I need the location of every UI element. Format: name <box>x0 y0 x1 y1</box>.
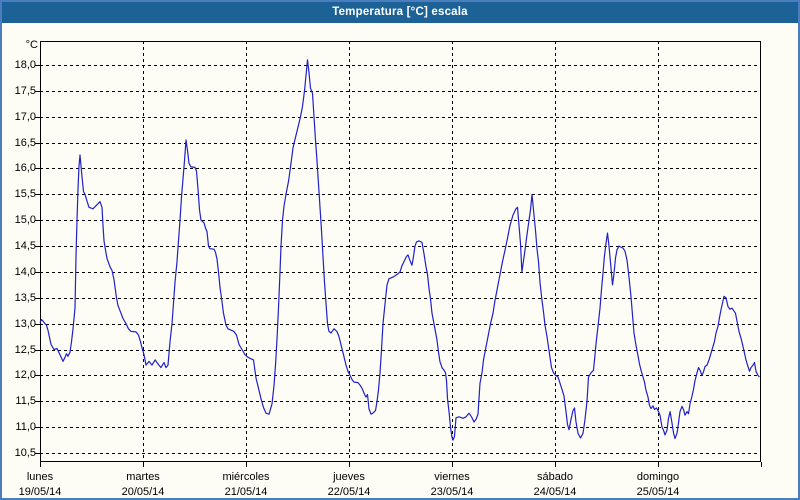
y-axis-tick-label: 11,5 <box>15 395 36 408</box>
x-axis-day-label: jueves <box>333 471 365 483</box>
y-axis-tick-label: 14,5 <box>14 240 36 253</box>
chart-title: Temperatura [°C] escala <box>332 6 468 18</box>
x-axis-day-label: miércoles <box>222 471 270 483</box>
x-axis-day-label: sábado <box>536 471 574 483</box>
y-axis-unit-label: °C <box>25 39 38 51</box>
y-axis-tick-label: 16,5 <box>14 136 36 149</box>
chart-title-bar: Temperatura [°C] escala <box>2 2 798 23</box>
y-axis-tick-label: 15,5 <box>14 188 36 201</box>
x-axis-date-label: 22/05/14 <box>327 486 371 498</box>
temperature-line <box>39 59 760 441</box>
x-axis-date-label: 20/05/14 <box>121 486 165 498</box>
x-axis-date-label: 23/05/14 <box>430 486 474 498</box>
temperature-chart-canvas <box>35 41 762 467</box>
x-axis-date-label: 24/05/14 <box>533 486 577 498</box>
x-axis-day-label: martes <box>126 471 160 483</box>
y-axis-tick-label: 16,0 <box>14 162 36 175</box>
x-axis-day-label: viernes <box>434 471 470 483</box>
y-axis-tick-label: 15,0 <box>14 214 36 227</box>
y-axis-tick-label: 10,5 <box>14 447 36 459</box>
x-axis-day-label: lunes <box>26 471 54 483</box>
plot-border <box>40 41 761 462</box>
y-axis-tick-label: 11,0 <box>15 421 36 434</box>
x-axis-date-label: 25/05/14 <box>636 486 680 498</box>
plot-area <box>35 41 762 467</box>
y-axis-tick-label: 17,5 <box>14 84 36 97</box>
y-axis-tick-label: 13,5 <box>14 291 36 304</box>
x-axis-day-label: domingo <box>636 471 680 483</box>
x-axis-date-label: 19/05/14 <box>18 486 62 498</box>
y-axis-tick-label: 13,0 <box>14 317 36 330</box>
y-axis-tick-label: 14,0 <box>14 265 36 278</box>
y-axis-tick-label: 17,0 <box>14 110 36 123</box>
x-axis-date-label: 21/05/14 <box>224 486 268 498</box>
y-axis-tick-label: 12,0 <box>14 369 36 382</box>
y-axis-tick-label: 12,5 <box>14 343 36 356</box>
y-axis-tick-label: 18,0 <box>14 59 36 71</box>
